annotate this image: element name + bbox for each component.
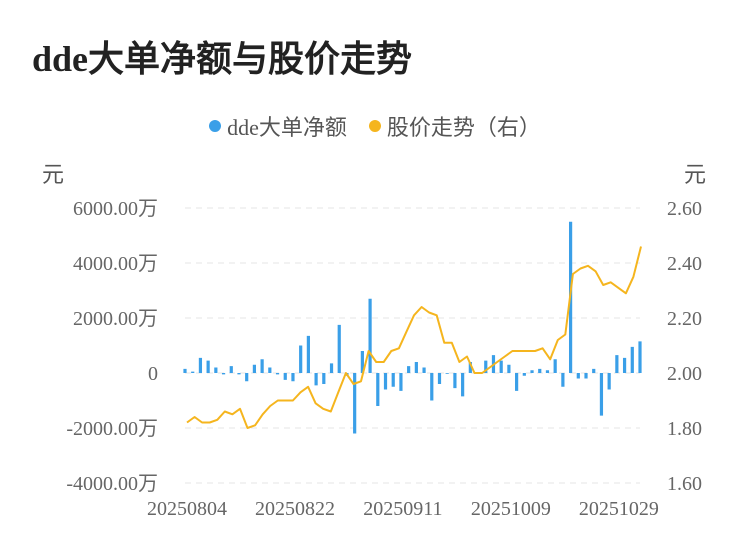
dde-bar [275,373,280,375]
dde-bar [430,373,434,401]
dde-bar [592,368,596,373]
dde-bar [522,373,526,376]
left-tick-label: -2000.00万 [66,418,158,440]
chart-title: dde大单净额与股价走势 [32,39,413,79]
dde-bar [291,373,295,382]
dde-bar [422,367,426,373]
dde-bar [453,373,457,389]
dde-bar [206,360,210,373]
dde-bar [237,373,241,375]
dde-bar [437,373,442,384]
legend-label-dde: dde大单净额 [227,115,347,140]
dde-bar [407,366,411,373]
dde-bar [484,360,488,373]
dde-bar [599,373,604,416]
dde-bar [607,373,611,390]
bar-layer [183,221,642,434]
left-axis-unit: 元 [42,162,65,187]
dde-bar [530,370,534,373]
legend-item-dde[interactable]: dde大单净额 [209,110,347,142]
dde-bar [538,368,542,373]
x-tick-label: 20251009 [471,498,551,520]
axis-layer: 6000.00万 4000.00万 2000.00万 0 -2000.00万 -4000.… [66,198,702,520]
dde-bar [553,359,557,373]
price-line [186,246,642,429]
dde-bar [399,373,403,391]
dde-bar [584,373,588,379]
dde-bar [576,373,580,379]
right-tick-label: 2.00 [667,363,702,385]
legend-dot-dde-icon [209,120,222,132]
dde-bar [221,373,226,375]
dde-bar [376,373,380,406]
dde-bar [545,370,550,373]
dde-bar [360,351,364,373]
dde-bar [353,373,357,434]
right-axis-unit: 元 [684,162,707,187]
dde-bar [245,373,249,382]
dde-bar [622,357,627,373]
dde-bar [283,373,287,380]
dde-bar [499,360,503,373]
dde-bar [461,373,465,397]
dde-bar [638,341,642,373]
dde-bar [198,357,203,373]
x-tick-label: 20250911 [363,498,442,520]
right-tick-label: 1.80 [667,418,702,440]
line-layer [186,246,642,429]
dde-bar [615,355,619,373]
dde-bar [383,373,388,390]
dde-bar [507,364,511,373]
dde-bar [314,373,318,386]
dde-bar [630,346,634,373]
dde-bar [306,335,310,373]
dde-bar [368,298,372,373]
dde-bar [252,364,257,373]
dde-bar [468,362,472,373]
chart-legend: dde大单净额 股价走势（右） [0,110,750,142]
dde-bar [515,373,519,391]
dde-bar [329,363,334,373]
dde-bar [561,373,565,387]
dde-bar [260,359,264,373]
dde-bar [445,373,449,374]
dde-bar [337,324,341,373]
legend-item-price[interactable]: 股价走势（右） [368,110,541,142]
dde-bar [183,368,187,373]
right-tick-label: 2.60 [667,198,702,220]
dde-bar [322,373,326,384]
legend-label-price: 股价走势（右） [386,115,541,140]
left-tick-label: 2000.00万 [73,308,158,330]
dde-bar [191,371,195,373]
left-tick-label: 4000.00万 [73,253,158,275]
right-tick-label: 1.60 [667,473,702,495]
dde-bar [299,345,303,373]
x-tick-label: 20250804 [147,498,227,520]
x-tick-label: 20250822 [255,498,335,520]
right-tick-label: 2.40 [667,253,702,275]
legend-dot-price-icon [368,120,381,132]
dde-bar [268,367,272,373]
left-tick-label: 0 [148,363,158,385]
left-tick-label: -4000.00万 [66,473,158,495]
x-tick-label: 20251029 [579,498,659,520]
right-tick-label: 2.20 [667,308,702,330]
dde-bar [391,373,395,387]
left-tick-label: 6000.00万 [73,198,158,220]
dde-bar [229,366,233,373]
dde-bar [414,362,418,373]
dde-bar [214,367,218,373]
